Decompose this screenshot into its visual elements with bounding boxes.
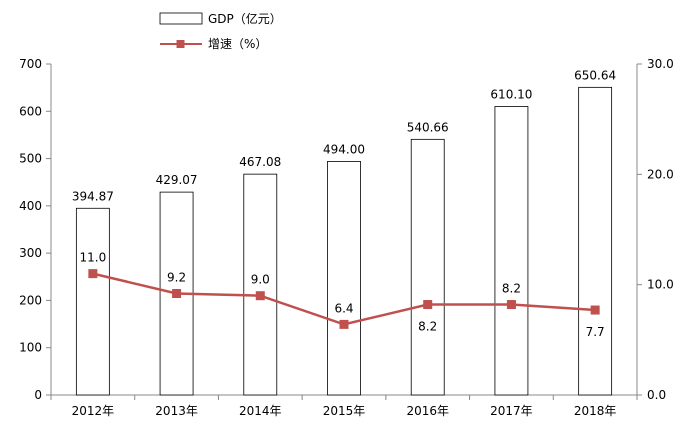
gdp-bar-label: 467.08: [239, 155, 281, 169]
growth-point: [255, 291, 265, 301]
y-left-tick-label: 700: [19, 57, 42, 71]
x-tick-label: 2015年: [323, 404, 366, 418]
gdp-bar: [75, 207, 110, 396]
x-tick-label: 2018年: [574, 404, 617, 418]
gdp-bar-label: 394.87: [72, 189, 114, 203]
gdp-bar: [243, 173, 278, 396]
growth-label: 11.0: [79, 251, 106, 265]
y-left-tick-label: 600: [19, 104, 42, 118]
legend-growth-label: 增速（%）: [208, 37, 267, 51]
y-right-tick-label: 0.0: [647, 388, 666, 402]
legend-gdp-label: GDP（亿元）: [208, 11, 282, 26]
y-left-tick-label: 300: [19, 246, 42, 260]
growth-point: [506, 300, 516, 310]
growth-label: 8.2: [502, 282, 521, 296]
gdp-bar: [494, 106, 529, 396]
y-right-tick-label: 30.0: [647, 57, 674, 71]
x-tick-label: 2013年: [155, 404, 198, 418]
y-left-tick-label: 200: [19, 293, 42, 307]
growth-line: [88, 269, 600, 329]
x-tick-label: 2012年: [72, 404, 115, 418]
gdp-bar-label: 429.07: [156, 173, 198, 187]
y-left-tick-label: 500: [19, 152, 42, 166]
x-tick-label: 2014年: [239, 404, 282, 418]
growth-point: [172, 288, 182, 298]
growth-point: [590, 305, 600, 315]
growth-labels: 11.0 9.2 9.0 6.4 8.2 8.2 7.7: [79, 251, 604, 339]
growth-label: 6.4: [334, 301, 353, 315]
y-right-tick-label: 10.0: [647, 278, 674, 292]
legend: GDP（亿元） 增速（%）: [159, 11, 282, 51]
growth-label: 8.2: [418, 320, 437, 334]
growth-label: 9.0: [251, 273, 270, 287]
x-tick-label: 2017年: [490, 404, 533, 418]
gdp-bar-labels: 394.87 429.07 467.08 494.00 540.66 610.10 650.…: [72, 68, 616, 203]
y-left-tick-label: 400: [19, 199, 42, 213]
legend-gdp-swatch: [159, 12, 203, 25]
gdp-bars: [75, 86, 613, 396]
gdp-bar: [410, 138, 445, 396]
growth-label: 9.2: [167, 270, 186, 284]
legend-growth-marker: [176, 40, 185, 48]
gdp-bar: [327, 161, 361, 396]
growth-point: [88, 269, 98, 279]
growth-label: 7.7: [586, 325, 605, 339]
y-left-tick-label: 0: [34, 388, 42, 402]
x-tick-label: 2016年: [406, 404, 449, 418]
gdp-bar-label: 610.10: [490, 88, 532, 102]
growth-point: [339, 319, 349, 329]
growth-point: [423, 300, 433, 310]
y-right-tick-label: 20.0: [647, 167, 674, 181]
gdp-bar: [578, 86, 613, 396]
gdp-bar-label: 540.66: [407, 120, 449, 134]
y-left-tick-label: 100: [19, 341, 42, 355]
gdp-bar-label: 650.64: [574, 68, 616, 82]
axes: 0 100 200 300 400 500 600 700 0.0 10.0 20.0 30.0 201…: [19, 57, 674, 418]
gdp-bar-label: 494.00: [323, 142, 365, 156]
